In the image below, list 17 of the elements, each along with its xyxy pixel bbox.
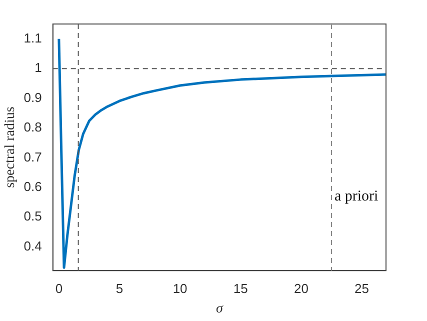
y-tick-label: 0.8	[24, 120, 42, 135]
y-tick-label: 0.7	[24, 149, 42, 164]
x-tick-label: 20	[294, 280, 308, 296]
x-tick-label: 10	[172, 280, 188, 296]
y-tick-label: 1.1	[24, 30, 42, 46]
y-tick-label: 0.5	[24, 208, 42, 224]
x-tick-label: 5	[116, 280, 124, 296]
ref-line-label: a priori	[334, 188, 378, 204]
y-tick-label: 1	[34, 60, 42, 76]
y-tick-label: 0.9	[24, 90, 42, 105]
x-tick-label: 25	[354, 280, 370, 296]
x-tick-label: 15	[233, 280, 248, 296]
y-tick-label: 0.4	[24, 238, 42, 254]
y-tick-label: 0.6	[24, 178, 42, 194]
x-axis-title: σ	[216, 301, 224, 316]
x-tick-label: 0	[55, 280, 63, 296]
y-axis-title: spectral radius	[3, 106, 18, 188]
